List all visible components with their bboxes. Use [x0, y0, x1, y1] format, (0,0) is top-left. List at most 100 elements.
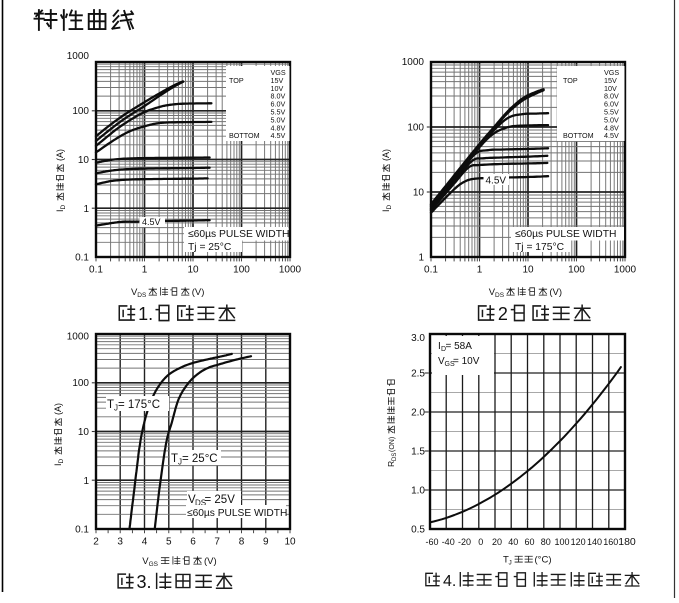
svg-text:4.5V: 4.5V — [486, 176, 507, 187]
svg-text:10V: 10V — [271, 84, 284, 93]
svg-text:10: 10 — [284, 537, 296, 548]
svg-text:4.8V: 4.8V — [604, 123, 619, 132]
svg-text:D: D — [386, 205, 393, 210]
svg-text:D: D — [58, 459, 65, 464]
svg-text:100: 100 — [568, 265, 585, 276]
svg-text:40: 40 — [508, 537, 518, 547]
svg-text:3: 3 — [117, 537, 123, 548]
svg-text:5.5V: 5.5V — [604, 108, 619, 117]
svg-text:4.5V: 4.5V — [271, 131, 286, 140]
svg-text:4.: 4. — [443, 573, 456, 590]
svg-text:5.5V: 5.5V — [271, 108, 286, 117]
svg-text:180: 180 — [618, 536, 636, 548]
svg-text:4.8V: 4.8V — [271, 123, 286, 132]
svg-text:T: T — [171, 453, 178, 465]
svg-text:10: 10 — [187, 265, 199, 276]
svg-text:15V: 15V — [604, 76, 617, 85]
svg-text:60: 60 — [524, 537, 534, 547]
svg-text:= 25V: = 25V — [205, 494, 236, 506]
svg-text:J: J — [509, 560, 512, 567]
svg-text:2.0: 2.0 — [411, 408, 425, 419]
svg-text:(ON): (ON) — [389, 437, 396, 452]
svg-text:1.: 1. — [138, 304, 153, 324]
svg-text:BOTTOM: BOTTOM — [229, 131, 260, 140]
svg-text:-40: -40 — [442, 537, 455, 547]
svg-text:10V: 10V — [604, 84, 617, 93]
svg-text:1: 1 — [418, 253, 424, 264]
svg-text:GS: GS — [445, 361, 455, 368]
svg-text:I: I — [53, 463, 63, 466]
svg-text:9: 9 — [263, 537, 269, 548]
svg-text:100: 100 — [72, 106, 89, 117]
svg-text:DS: DS — [392, 453, 398, 461]
svg-text:2: 2 — [93, 537, 99, 548]
svg-text:1000: 1000 — [67, 51, 90, 62]
svg-text:1: 1 — [142, 265, 148, 276]
svg-text:10: 10 — [413, 188, 425, 199]
svg-text:20: 20 — [492, 537, 502, 547]
svg-text:5: 5 — [166, 537, 172, 548]
svg-text:V: V — [438, 356, 445, 367]
svg-text:TOP: TOP — [229, 76, 244, 85]
svg-text:4.5V: 4.5V — [142, 217, 161, 227]
svg-text:TOP: TOP — [563, 76, 578, 85]
svg-text:3.0: 3.0 — [411, 333, 425, 344]
svg-text:J: J — [114, 404, 118, 413]
svg-text:T: T — [107, 399, 114, 411]
svg-text:10: 10 — [522, 265, 534, 276]
svg-text:0.1: 0.1 — [75, 253, 89, 264]
svg-text:≤60µs PULSE WIDTH: ≤60µs PULSE WIDTH — [515, 229, 616, 240]
svg-text:1000: 1000 — [67, 332, 90, 343]
svg-text:V: V — [188, 494, 196, 506]
svg-text:1000: 1000 — [614, 265, 637, 276]
svg-text:4.5V: 4.5V — [604, 131, 619, 140]
svg-text:1.5: 1.5 — [411, 447, 425, 458]
svg-text:1000: 1000 — [402, 57, 425, 68]
svg-text:-60: -60 — [425, 537, 438, 547]
svg-text:GS: GS — [149, 561, 159, 568]
svg-text:3.: 3. — [137, 572, 152, 592]
svg-text:= 25°C: = 25°C — [182, 453, 218, 465]
svg-text:10: 10 — [78, 427, 90, 438]
svg-text:120: 120 — [571, 537, 586, 547]
svg-text:V: V — [489, 287, 496, 298]
svg-text:T: T — [503, 555, 509, 566]
svg-text:DS: DS — [195, 499, 206, 508]
svg-text:1: 1 — [477, 265, 483, 276]
svg-text:= 175°C: = 175°C — [118, 399, 160, 411]
svg-text:8.0V: 8.0V — [604, 92, 619, 101]
svg-text:1: 1 — [83, 476, 89, 487]
svg-text:V: V — [142, 556, 149, 567]
svg-text:0.1: 0.1 — [75, 525, 89, 536]
svg-text:0.5: 0.5 — [411, 525, 425, 536]
svg-text:8: 8 — [239, 537, 245, 548]
svg-text:(A): (A) — [55, 149, 65, 161]
svg-text:(V): (V) — [549, 287, 562, 298]
svg-text:8.0V: 8.0V — [271, 92, 286, 101]
svg-text:0: 0 — [478, 537, 483, 547]
svg-text:Tj = 175°C: Tj = 175°C — [515, 242, 565, 253]
svg-text:I: I — [438, 341, 441, 352]
svg-text:2.5: 2.5 — [411, 369, 425, 380]
svg-text:= 58A: = 58A — [446, 341, 473, 352]
svg-text:5.0V: 5.0V — [271, 115, 286, 124]
svg-text:0.1: 0.1 — [424, 265, 438, 276]
svg-text:6: 6 — [190, 537, 196, 548]
svg-text:1.0: 1.0 — [411, 486, 425, 497]
svg-text:≤60µs PULSE WIDTH: ≤60µs PULSE WIDTH — [187, 508, 287, 519]
svg-text:D: D — [441, 346, 446, 353]
svg-text:6.0V: 6.0V — [271, 100, 286, 109]
svg-text:I: I — [381, 209, 391, 212]
svg-text:140: 140 — [587, 537, 602, 547]
svg-text:VGS: VGS — [604, 68, 619, 77]
svg-text:160: 160 — [603, 537, 618, 547]
svg-text:7: 7 — [214, 537, 220, 548]
svg-text:100: 100 — [233, 265, 250, 276]
svg-text:-20: -20 — [458, 537, 471, 547]
svg-text:≤60µs PULSE WIDTH: ≤60µs PULSE WIDTH — [188, 229, 289, 240]
svg-text:4: 4 — [142, 537, 148, 548]
svg-text:BOTTOM: BOTTOM — [563, 131, 594, 140]
svg-text:15V: 15V — [271, 76, 284, 85]
svg-text:10: 10 — [78, 155, 90, 166]
svg-text:6.0V: 6.0V — [604, 100, 619, 109]
